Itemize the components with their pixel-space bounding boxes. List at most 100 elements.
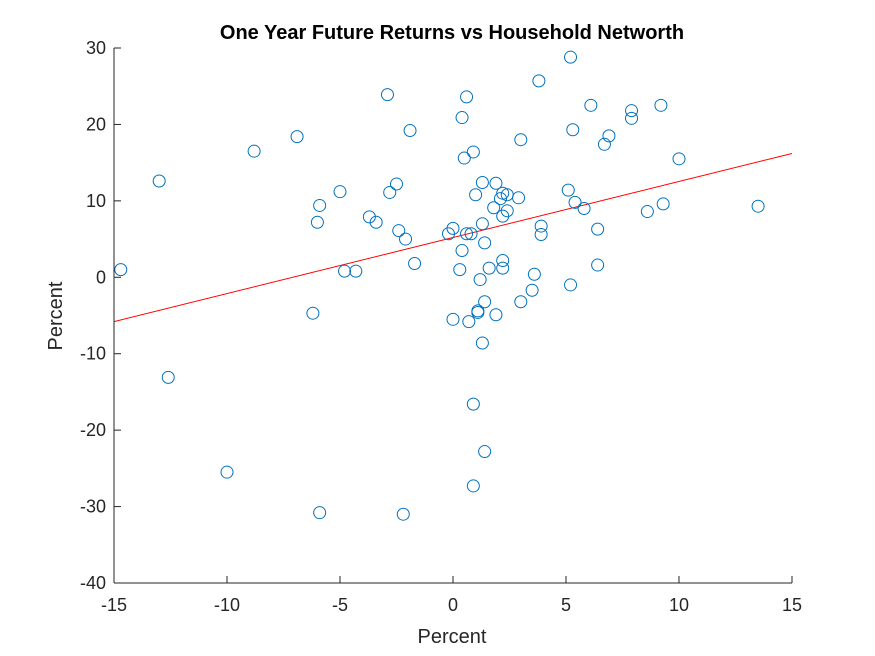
y-tick-label: -40	[80, 573, 106, 593]
scatter-point	[591, 222, 605, 236]
scatter-point	[152, 174, 166, 188]
scatter-point	[460, 227, 474, 241]
scatter-point	[466, 145, 480, 159]
scatter-point	[390, 177, 403, 191]
scatter-point	[487, 201, 501, 215]
scatter-point	[313, 506, 327, 520]
scatter-point	[489, 176, 503, 190]
scatter-point	[625, 111, 639, 125]
scatter-point	[453, 263, 467, 277]
scatter-point	[602, 129, 616, 143]
x-axis-label: Percent	[418, 626, 487, 648]
x-tick-label: -10	[214, 595, 240, 615]
scatter-point	[527, 267, 541, 281]
x-tick-label: -5	[332, 595, 348, 615]
scatter-point	[566, 123, 580, 137]
scatter-point	[290, 130, 304, 144]
scatter-point	[640, 205, 654, 219]
scatter-point	[534, 219, 548, 233]
scatter-point	[514, 295, 528, 309]
scatter-point	[564, 278, 578, 292]
x-tick-label: -15	[101, 595, 127, 615]
scatter-point	[478, 445, 492, 459]
scatter-point	[568, 195, 582, 209]
scatter-point	[512, 191, 526, 205]
scatter-point	[338, 264, 352, 278]
x-tick-label: 10	[669, 595, 689, 615]
scatter-point	[496, 261, 510, 275]
scatter-point	[403, 124, 417, 138]
scatter-point	[577, 202, 591, 215]
scatter-point	[475, 336, 489, 350]
scatter-point	[475, 176, 489, 190]
scatter-point	[383, 185, 397, 199]
scatter-point	[396, 507, 410, 521]
y-tick-label: -10	[80, 344, 106, 364]
chart-title: One Year Future Returns vs Household Net…	[220, 22, 684, 44]
scatter-point	[469, 188, 483, 202]
scatter-point	[220, 465, 234, 479]
scatter-point	[466, 397, 480, 411]
scatter-point	[584, 98, 598, 112]
scatter-point	[408, 257, 422, 271]
scatter-point	[534, 227, 548, 241]
x-tick-label: 0	[448, 595, 458, 615]
scatter-point	[310, 215, 324, 229]
scatter-point	[399, 232, 413, 246]
scatter-point	[478, 295, 492, 309]
scatter-point	[466, 479, 480, 493]
scatter-point	[625, 104, 639, 118]
scatter-point	[313, 198, 327, 212]
y-axis-label: Percent	[45, 281, 67, 350]
scatter-point	[672, 152, 686, 166]
scatter-point	[369, 215, 383, 229]
y-tick-label: 0	[96, 267, 106, 287]
scatter-point	[471, 304, 485, 318]
y-tick-label: 30	[86, 38, 106, 58]
scatter-point	[482, 261, 496, 275]
plot-area	[114, 50, 792, 521]
scatter-point	[475, 217, 489, 231]
scatter-point	[473, 273, 487, 287]
scatter-point	[462, 315, 476, 329]
scatter-point	[597, 137, 611, 151]
scatter-point	[464, 227, 478, 241]
x-tick-label: 15	[782, 595, 802, 615]
scatter-point	[114, 263, 128, 277]
y-tick-label: -20	[80, 420, 106, 440]
scatter-point	[392, 224, 406, 238]
scatter-point	[496, 253, 510, 267]
y-tick-label: 20	[86, 114, 106, 134]
scatter-point	[460, 90, 474, 104]
scatter-point	[656, 197, 670, 211]
y-tick-label: -30	[80, 497, 106, 517]
scatter-point	[455, 111, 469, 125]
scatter-point	[561, 183, 575, 197]
scatter-point	[525, 283, 539, 297]
scatter-point	[380, 88, 394, 102]
scatter-point	[500, 204, 514, 218]
scatter-point	[457, 151, 471, 165]
scatter-point	[161, 370, 175, 384]
scatter-point	[532, 74, 546, 88]
scatter-point	[514, 133, 528, 147]
scatter-point	[306, 306, 320, 320]
scatter-point	[654, 98, 668, 112]
scatter-point	[446, 221, 460, 235]
y-tick-label: 10	[86, 191, 106, 211]
scatter-point	[333, 185, 347, 199]
scatter-point	[591, 258, 605, 272]
scatter-point	[362, 210, 376, 224]
scatter-point	[349, 264, 363, 278]
scatter-point	[489, 308, 503, 322]
scatter-point	[455, 244, 469, 258]
scatter-point	[751, 199, 765, 213]
scatter-point	[247, 144, 261, 158]
scatter-point	[564, 50, 578, 64]
x-tick-label: 5	[561, 595, 571, 615]
scatter-point	[493, 192, 507, 206]
scatter-point	[478, 236, 492, 250]
scatter-point	[446, 312, 460, 326]
